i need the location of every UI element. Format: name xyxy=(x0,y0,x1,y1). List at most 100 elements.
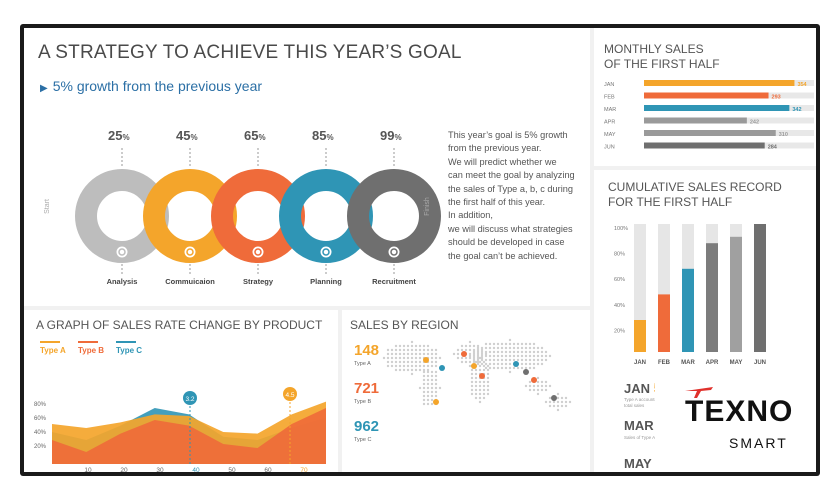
map-dot xyxy=(430,364,434,368)
map-dot xyxy=(410,340,414,344)
cumulative-category: FEB xyxy=(658,360,671,366)
map-dot xyxy=(544,380,548,384)
map-dot xyxy=(500,354,504,358)
map-dot xyxy=(528,346,532,350)
world-map xyxy=(382,338,572,412)
cumulative-sales-chart: 100% 80% 60% 40% 20% JAN FEB MAR APR MAY JUN xyxy=(614,224,766,366)
map-dot xyxy=(548,396,552,400)
map-dot xyxy=(438,356,442,360)
map-dot xyxy=(544,350,548,354)
cumulative-category: MAY xyxy=(730,360,743,366)
step-label: Recruitment xyxy=(372,277,416,286)
map-dot xyxy=(468,344,472,348)
graph-ytick: 80% xyxy=(34,402,47,408)
map-dot xyxy=(390,360,394,364)
map-dot xyxy=(468,360,472,364)
map-dot xyxy=(406,352,410,356)
step-percent: 85% xyxy=(312,128,334,143)
map-dot xyxy=(422,348,426,352)
map-dot xyxy=(500,342,504,346)
logo-accent-icon xyxy=(685,387,713,398)
map-dot xyxy=(548,354,552,358)
sales-rate-panel: A GRAPH OF SALES RATE CHANGE BY PRODUCT … xyxy=(24,310,338,472)
graph-xtick: 60 xyxy=(264,467,272,472)
map-dot xyxy=(540,388,544,392)
map-dot xyxy=(486,376,490,380)
legend-line xyxy=(116,341,136,343)
map-dot xyxy=(536,376,540,380)
monthly-bar xyxy=(644,80,795,86)
map-dot xyxy=(422,368,426,372)
map-dot xyxy=(382,356,386,360)
map-dot xyxy=(394,352,398,356)
description-line: the first half of this year. xyxy=(448,197,546,208)
map-dot xyxy=(496,362,500,366)
step-percent-value: 65 xyxy=(244,128,259,143)
map-dot xyxy=(516,342,520,346)
graph-xtick: 10 xyxy=(84,467,92,472)
map-dot xyxy=(386,360,390,364)
step-icon xyxy=(320,246,332,258)
map-dot xyxy=(528,350,532,354)
map-dot xyxy=(560,404,564,408)
map-dot xyxy=(484,342,488,346)
graph-xtick: 20 xyxy=(120,467,128,472)
map-dot xyxy=(430,348,434,352)
cumulative-ytick: 100% xyxy=(614,226,628,232)
map-dot xyxy=(472,344,476,348)
monthly-value: 284 xyxy=(768,145,778,151)
map-dot xyxy=(496,358,500,362)
map-dot xyxy=(476,362,480,366)
map-dot xyxy=(464,356,468,360)
map-dot xyxy=(524,358,528,362)
map-dot xyxy=(544,354,548,358)
monthly-category: FEB xyxy=(604,95,615,101)
map-dot xyxy=(398,360,402,364)
map-dot xyxy=(548,404,552,408)
map-dot xyxy=(470,368,474,372)
map-dot xyxy=(478,364,482,368)
map-dot xyxy=(508,370,512,374)
marker-label: 3.2 xyxy=(185,396,194,403)
map-dot xyxy=(478,368,482,372)
step-label: Commuicaion xyxy=(165,277,215,286)
map-dot xyxy=(472,348,476,352)
sales-by-region-panel: SALES BY REGION 148 Type A 721 Type B 962 Typ… xyxy=(342,310,590,472)
map-dot xyxy=(504,354,508,358)
map-dot xyxy=(478,356,482,360)
map-dot xyxy=(488,342,492,346)
map-dot xyxy=(422,370,426,374)
map-dot xyxy=(560,400,564,404)
map-dot xyxy=(472,350,476,354)
map-dot xyxy=(512,358,516,362)
map-dot xyxy=(478,392,482,396)
map-dot xyxy=(422,382,426,386)
region-value: 148 xyxy=(354,342,380,359)
map-dot xyxy=(536,358,540,362)
map-dot xyxy=(434,386,438,390)
cumulative-category: MAR xyxy=(681,360,695,366)
map-dot xyxy=(508,346,512,350)
map-pin-icon xyxy=(479,373,485,379)
step-label: Planning xyxy=(310,277,342,286)
map-dot xyxy=(474,392,478,396)
page-title: A STRATEGY TO ACHIEVE THIS YEAR’S GOAL xyxy=(38,42,462,63)
map-dot xyxy=(520,354,524,358)
map-dot xyxy=(430,378,434,382)
map-dot xyxy=(528,384,532,388)
map-dot xyxy=(434,360,438,364)
map-dot xyxy=(410,348,414,352)
map-dot xyxy=(482,396,486,400)
monthly-sales-panel: MONTHLY SALES OF THE FIRST HALF JAN 354 FE… xyxy=(594,28,816,166)
map-dot xyxy=(434,390,438,394)
map-dot xyxy=(468,340,472,344)
map-dot xyxy=(500,346,504,350)
monthly-category: JAN xyxy=(604,82,614,88)
map-dot xyxy=(422,402,426,406)
cumulative-category: JAN xyxy=(634,360,646,366)
step-percent-value: 25 xyxy=(108,128,123,143)
stat-item: MAR xyxy=(624,418,654,433)
map-dot xyxy=(520,342,524,346)
monthly-bar xyxy=(644,142,765,149)
map-dot xyxy=(386,348,390,352)
